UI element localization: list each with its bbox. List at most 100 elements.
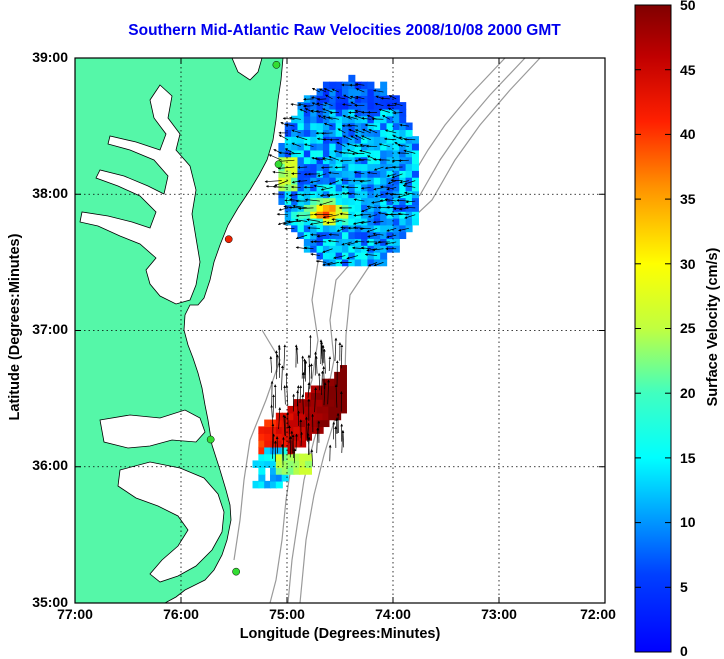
velocity-cell bbox=[287, 446, 295, 455]
velocity-cell bbox=[297, 224, 305, 233]
velocity-vector bbox=[384, 198, 397, 202]
velocity-vector bbox=[283, 385, 287, 405]
velocity-cell bbox=[310, 204, 318, 212]
velocity-cell bbox=[361, 129, 369, 137]
velocity-cell bbox=[322, 238, 330, 246]
velocity-vector bbox=[320, 166, 333, 169]
velocity-cell bbox=[293, 399, 301, 407]
velocity-vector bbox=[315, 259, 327, 263]
velocity-cell bbox=[392, 122, 400, 131]
velocity-vector bbox=[317, 173, 327, 177]
velocity-vector bbox=[373, 262, 384, 267]
velocity-cell bbox=[361, 251, 369, 260]
velocity-cell bbox=[316, 88, 324, 96]
velocity-cell bbox=[342, 102, 349, 110]
velocity-vector bbox=[284, 148, 295, 154]
velocity-cell bbox=[297, 115, 305, 124]
velocity-cell bbox=[342, 211, 349, 219]
velocity-vector bbox=[316, 97, 327, 101]
velocity-cell bbox=[411, 142, 419, 151]
velocity-cell bbox=[367, 177, 375, 185]
velocity-cell bbox=[386, 183, 394, 192]
velocity-cell bbox=[335, 81, 343, 90]
velocity-cell bbox=[316, 224, 324, 233]
velocity-vector bbox=[272, 433, 275, 459]
velocity-cell bbox=[348, 163, 356, 171]
velocity-vector bbox=[283, 344, 287, 371]
velocity-cell bbox=[411, 156, 419, 165]
albemarle-sound bbox=[99, 409, 206, 449]
velocity-vector bbox=[307, 436, 311, 456]
velocity-vector bbox=[341, 429, 345, 448]
colorbar-tick-label: 50 bbox=[680, 0, 696, 13]
velocity-vector bbox=[372, 232, 384, 236]
velocity-cell bbox=[322, 405, 330, 414]
velocity-cell bbox=[305, 467, 312, 475]
velocity-cell bbox=[275, 433, 283, 441]
velocity-cell bbox=[297, 217, 305, 226]
velocity-vector bbox=[280, 365, 284, 391]
velocity-vector bbox=[378, 108, 390, 113]
velocity-cell bbox=[361, 81, 369, 90]
velocity-vector bbox=[353, 171, 365, 175]
velocity-cell bbox=[329, 204, 337, 212]
velocity-cell bbox=[303, 245, 311, 253]
velocity-cell bbox=[405, 217, 413, 226]
velocity-cell bbox=[334, 371, 342, 380]
velocity-cell bbox=[386, 197, 394, 205]
velocity-cell bbox=[316, 426, 324, 434]
velocity-cell bbox=[373, 156, 381, 165]
velocity-vector bbox=[327, 379, 330, 405]
velocity-cell bbox=[373, 204, 381, 212]
velocity-vector bbox=[354, 129, 365, 134]
velocity-cell bbox=[399, 170, 407, 178]
velocity-cell bbox=[316, 245, 324, 253]
y-tick-label: 36:00 bbox=[32, 457, 68, 473]
velocity-vector bbox=[398, 159, 409, 163]
velocity-vector bbox=[274, 180, 289, 187]
velocity-vector bbox=[307, 354, 311, 379]
velocity-cell bbox=[334, 378, 342, 387]
velocity-cell bbox=[339, 365, 347, 373]
velocity-cell bbox=[293, 453, 301, 462]
velocity-cell bbox=[342, 177, 349, 185]
velocity-cell bbox=[322, 108, 330, 117]
colorbar-tick-label: 40 bbox=[680, 126, 696, 142]
velocity-vector bbox=[315, 109, 327, 113]
velocity-vector bbox=[293, 448, 297, 464]
velocity-cell bbox=[342, 197, 349, 205]
velocity-vector bbox=[290, 185, 301, 189]
velocity-cell bbox=[264, 433, 272, 441]
velocity-cell bbox=[348, 136, 356, 144]
velocity-cell bbox=[354, 231, 362, 240]
chesapeake-bay bbox=[79, 84, 201, 305]
velocity-cell bbox=[405, 149, 413, 158]
velocity-cell bbox=[405, 122, 413, 131]
velocity-vector bbox=[402, 184, 416, 188]
velocity-cell bbox=[354, 129, 362, 137]
velocity-cell bbox=[291, 190, 299, 199]
velocity-cell bbox=[354, 183, 362, 192]
velocity-cell bbox=[316, 149, 324, 158]
velocity-cell bbox=[348, 231, 356, 240]
velocity-cell bbox=[373, 115, 381, 124]
velocity-cell bbox=[380, 95, 388, 103]
velocity-cell bbox=[361, 258, 369, 267]
colorbar-tick-label: 45 bbox=[680, 62, 696, 78]
velocity-vector bbox=[354, 83, 365, 86]
velocity-cell bbox=[405, 197, 413, 205]
velocity-cell bbox=[278, 156, 286, 165]
velocity-cell bbox=[405, 136, 413, 144]
velocity-cell bbox=[354, 115, 362, 124]
x-axis-label: Longitude (Degrees:Minutes) bbox=[239, 626, 441, 642]
velocity-vector bbox=[297, 166, 308, 169]
velocity-cell bbox=[310, 399, 318, 407]
velocity-vector bbox=[313, 184, 327, 188]
velocity-cell bbox=[293, 412, 301, 421]
velocity-cell bbox=[264, 460, 272, 468]
velocity-cell bbox=[392, 231, 400, 240]
velocity-vector bbox=[397, 143, 409, 147]
velocity-cell bbox=[367, 204, 375, 212]
velocity-cell bbox=[380, 197, 388, 205]
velocity-cell bbox=[291, 204, 299, 212]
